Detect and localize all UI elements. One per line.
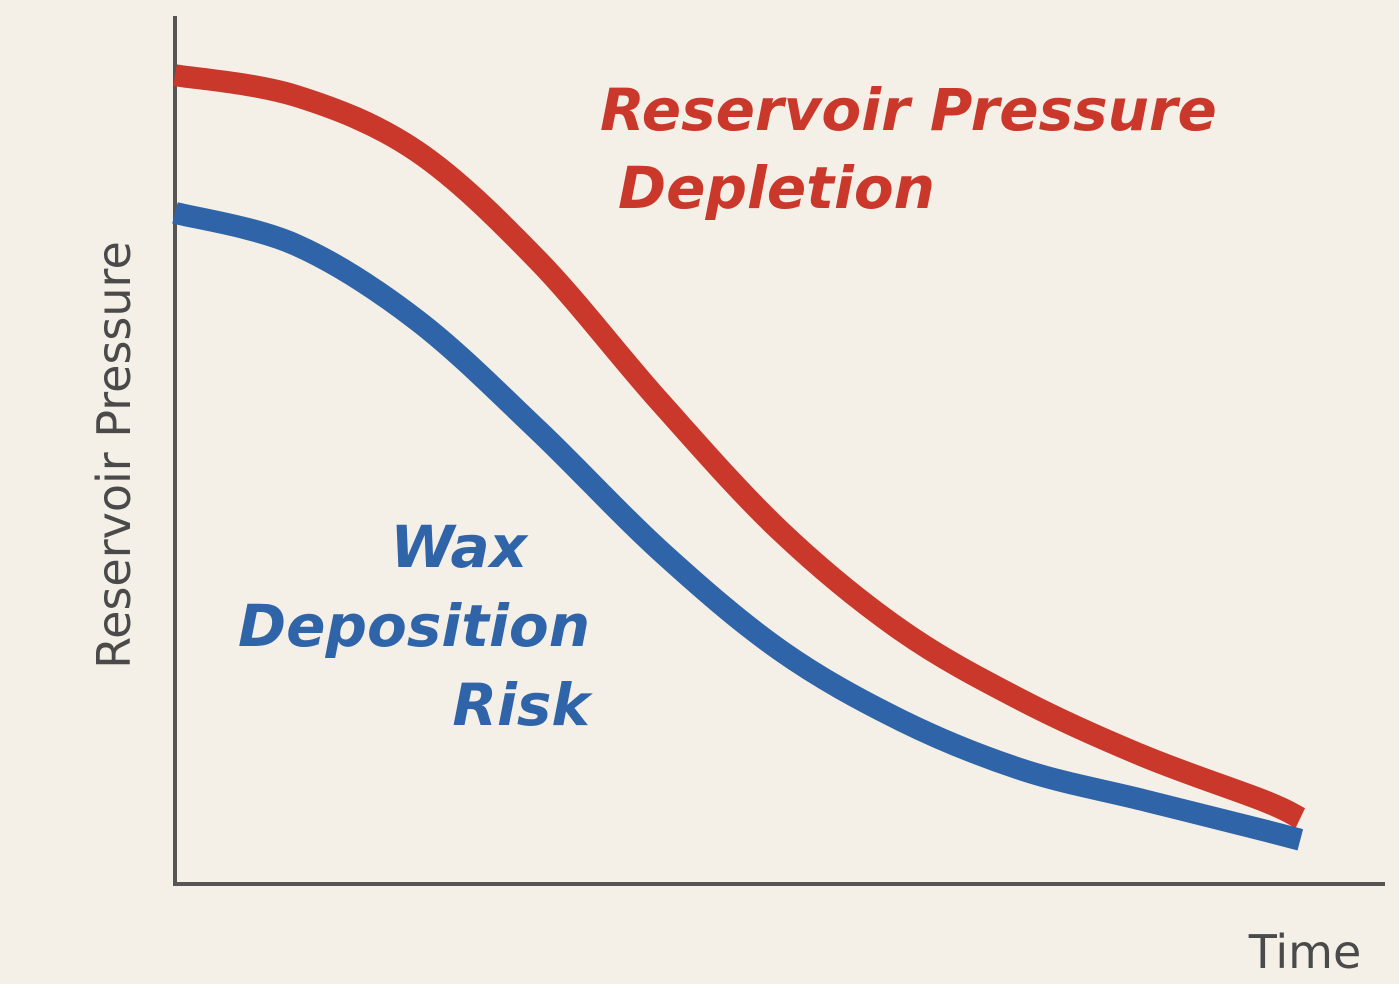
series-line: [173, 64, 1306, 829]
annotation: Wax: [390, 513, 528, 581]
annotation: Deposition: [238, 592, 590, 660]
y-axis-title: Reservoir Pressure: [87, 241, 141, 668]
annotation: Depletion: [618, 154, 935, 222]
series-line: [172, 202, 1304, 851]
annotation: Risk: [452, 671, 593, 739]
x-axis-title: Time: [1248, 925, 1362, 979]
annotation: Reservoir Pressure: [600, 76, 1217, 144]
